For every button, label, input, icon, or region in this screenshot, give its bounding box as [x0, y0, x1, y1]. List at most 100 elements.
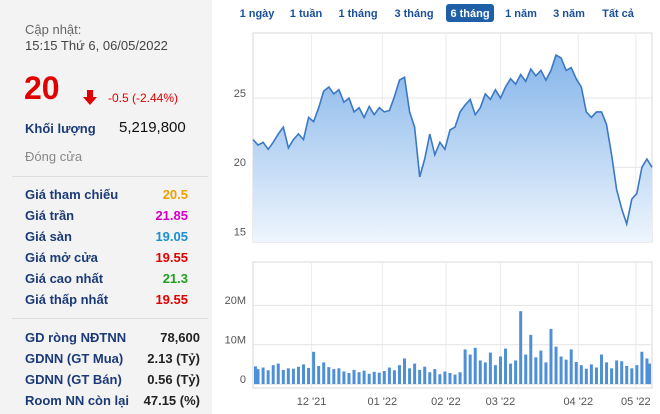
volume-bar	[266, 370, 270, 385]
volume-bar	[498, 356, 502, 385]
stat-label: Giá sàn	[25, 229, 72, 244]
tab[interactable]: Tất cả	[602, 8, 635, 20]
volume-bar	[534, 357, 538, 385]
foreign-value: 78,600	[160, 330, 200, 345]
volume-bar	[362, 370, 366, 385]
volume-bar	[367, 373, 371, 385]
volume-bar	[579, 365, 583, 385]
volume-bar	[610, 368, 614, 385]
y-tick-label: 10M	[225, 335, 246, 347]
volume-bar	[519, 311, 523, 385]
tab[interactable]: 1 năm	[505, 8, 537, 20]
volume-bar	[448, 373, 452, 385]
volume-bar	[453, 374, 457, 385]
volume-bar	[392, 370, 396, 385]
price: 20	[24, 70, 60, 106]
volume-bar	[605, 362, 609, 385]
volume-bar	[483, 362, 487, 385]
volume-bar	[594, 367, 598, 385]
volume-bar	[322, 362, 326, 385]
price-change: -0.5 (-2.44%)	[108, 91, 179, 105]
y-tick-label: 25	[234, 88, 246, 100]
volume-bar	[312, 351, 316, 385]
volume-bar	[539, 350, 543, 385]
volume-bar	[357, 372, 361, 385]
stat-value: 19.55	[155, 250, 188, 265]
volume-bar	[564, 359, 568, 385]
tab[interactable]: 6 tháng	[450, 8, 489, 20]
volume-bar	[337, 368, 341, 385]
volume-bar	[635, 365, 639, 385]
volume-bar	[302, 364, 306, 385]
volume-bar	[488, 352, 492, 385]
volume-bar	[504, 348, 508, 385]
stat-label: Giá thấp nhất	[25, 292, 109, 307]
volume-bar	[615, 360, 619, 385]
tab[interactable]: 3 năm	[553, 8, 585, 20]
volume-value: 5,219,800	[119, 119, 186, 136]
tab[interactable]: 3 tháng	[394, 8, 433, 20]
stat-value: 19.55	[155, 292, 188, 307]
volume-bar	[625, 365, 629, 385]
x-tick-label: 01 '22	[367, 396, 397, 408]
stat-value: 19.05	[155, 229, 188, 244]
volume-bar	[387, 367, 391, 385]
volume-bar	[413, 363, 417, 385]
volume-bar	[478, 360, 482, 385]
volume-bar	[397, 365, 401, 385]
y-tick-label: 0	[240, 374, 246, 386]
stat-value: 21.3	[162, 271, 188, 286]
volume-bar	[281, 369, 285, 385]
x-tick-label: 02 '22	[431, 396, 461, 408]
volume-bar	[524, 354, 528, 385]
y-tick-label: 20	[234, 157, 246, 169]
price-line	[252, 53, 653, 228]
volume-bar	[463, 349, 467, 385]
tab[interactable]: 1 tháng	[338, 8, 377, 20]
volume-bar	[428, 372, 432, 385]
stat-label: Giá tham chiếu	[25, 187, 119, 202]
tab[interactable]: 1 ngày	[240, 8, 276, 20]
volume-bar	[640, 351, 644, 385]
tab-active-bg	[446, 4, 494, 22]
volume-bar	[347, 373, 351, 385]
volume-bar	[433, 369, 437, 385]
volume-bar	[408, 368, 412, 385]
volume-bar	[418, 369, 422, 385]
x-tick-label: 05 '22	[621, 396, 651, 408]
x-tick-label: 04 '22	[563, 396, 593, 408]
foreign-value: 47.15 (%)	[143, 393, 200, 408]
volume-bar	[382, 371, 386, 385]
status: Đóng cửa	[25, 149, 83, 164]
volume-bar	[332, 369, 336, 385]
volume-label: Khối lượng	[25, 121, 96, 136]
updated-time: 15:15 Thứ 6, 06/05/2022	[25, 38, 168, 53]
stat-value: 20.5	[162, 187, 188, 202]
foreign-value: 0.56 (Tỷ)	[147, 372, 200, 387]
volume-bar	[342, 371, 346, 385]
volume-bar	[443, 371, 447, 385]
volume-bar	[256, 369, 260, 385]
volume-bar	[493, 365, 497, 385]
volume-bar	[529, 334, 533, 385]
foreign-label: GD ròng NĐTNN	[25, 330, 127, 345]
volume-bar	[254, 366, 257, 385]
stat-label: Giá cao nhất	[25, 271, 104, 286]
y-tick-label: 15	[234, 226, 246, 238]
volume-bar	[327, 367, 331, 385]
volume-bar	[261, 367, 265, 385]
foreign-label: GDNN (GT Mua)	[25, 351, 124, 366]
volume-bar	[296, 366, 300, 385]
tab[interactable]: 1 tuần	[290, 8, 323, 20]
volume-bar	[377, 372, 381, 385]
volume-bar	[574, 362, 578, 385]
volume-bar	[584, 368, 588, 385]
volume-bar	[630, 368, 634, 385]
volume-bar	[403, 358, 407, 385]
volume-bar	[372, 371, 376, 385]
stat-label: Giá trần	[25, 208, 75, 223]
volume-bar	[423, 366, 427, 385]
volume-bar	[648, 363, 651, 385]
